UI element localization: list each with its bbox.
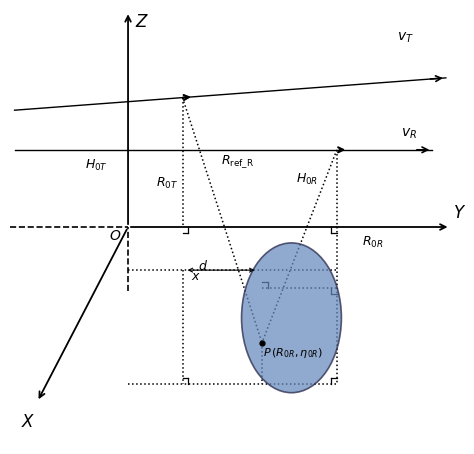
- Text: $d$: $d$: [199, 259, 209, 272]
- Text: $v_T$: $v_T$: [397, 31, 413, 45]
- Text: $R_{\mathrm{ref\_R}}$: $R_{\mathrm{ref\_R}}$: [220, 153, 254, 169]
- Text: $P\,(R_{0R},\eta_{0R})$: $P\,(R_{0R},\eta_{0R})$: [264, 346, 323, 360]
- Text: $R_{0R}$: $R_{0R}$: [363, 235, 384, 251]
- Text: $v_R$: $v_R$: [401, 126, 418, 141]
- Text: $X$: $X$: [21, 413, 36, 431]
- Text: $R_{0T}$: $R_{0T}$: [155, 176, 178, 192]
- Text: $H_{0R}$: $H_{0R}$: [296, 172, 319, 187]
- Ellipse shape: [242, 243, 341, 393]
- Text: $Y$: $Y$: [453, 204, 466, 222]
- Text: $H_{0T}$: $H_{0T}$: [85, 158, 108, 173]
- Text: $Z$: $Z$: [135, 13, 149, 31]
- Text: $x$: $x$: [191, 271, 201, 283]
- Text: $O$: $O$: [109, 229, 121, 243]
